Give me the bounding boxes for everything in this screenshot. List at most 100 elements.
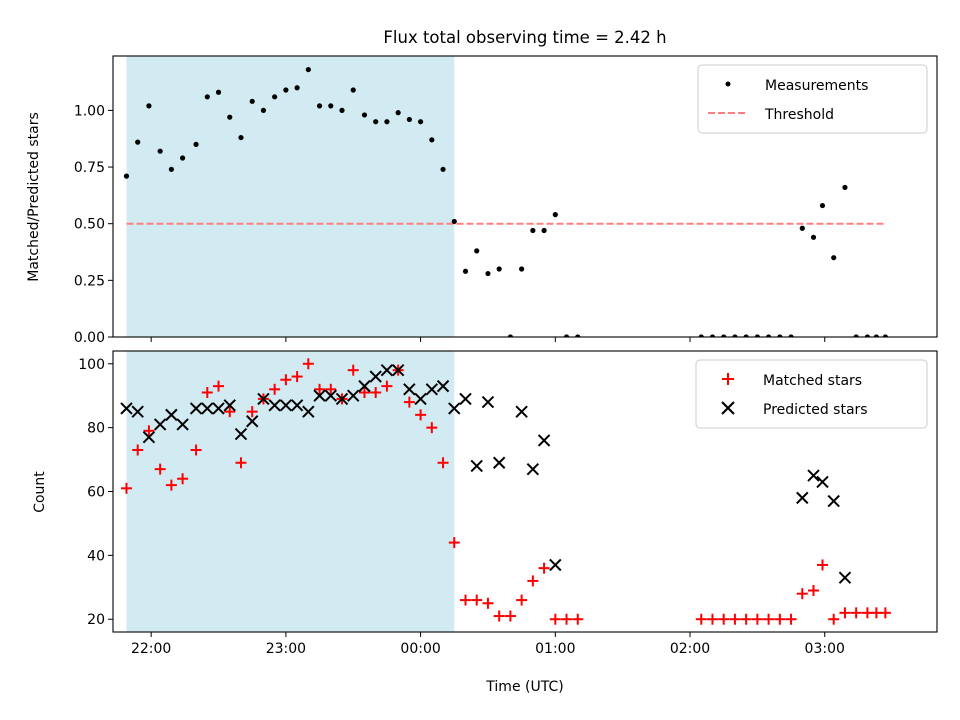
data-point: [313, 389, 326, 402]
data-point: [507, 334, 514, 337]
x-tick-label: 22:00: [131, 641, 171, 657]
x-tick-label: 23:00: [266, 641, 306, 657]
data-point: [415, 409, 427, 421]
data-point: [245, 415, 259, 428]
data-point: [146, 103, 152, 109]
data-point: [808, 584, 820, 596]
data-point: [721, 334, 727, 337]
y-tick-label: 40: [87, 548, 105, 564]
data-point: [448, 537, 460, 549]
y-tick-label: 60: [87, 485, 105, 501]
data-point: [695, 613, 707, 625]
data-point: [120, 482, 132, 494]
data-point: [819, 202, 826, 209]
data-point: [123, 173, 130, 179]
data-point: [223, 399, 236, 412]
legend-predicted-marker: [721, 401, 735, 415]
top-legend: Measurements Threshold: [697, 64, 928, 134]
data-point: [302, 358, 314, 370]
data-point: [176, 418, 189, 431]
legend-threshold-label: Threshold: [764, 107, 834, 123]
data-point: [471, 594, 483, 606]
legend-matched-marker: [722, 373, 734, 385]
panel-1-data: [120, 351, 891, 632]
data-point: [314, 383, 326, 395]
top-y-axis-label: Matched/Predicted stars: [26, 112, 42, 282]
data-point: [709, 334, 716, 337]
data-point: [816, 475, 829, 489]
data-point: [842, 184, 848, 191]
data-point: [740, 613, 752, 625]
y-tick-label: 20: [87, 612, 105, 628]
y-tick-label: 1.00: [74, 103, 105, 119]
data-point: [882, 334, 888, 337]
data-point: [373, 119, 379, 125]
data-point: [165, 408, 178, 422]
data-point: [460, 594, 472, 606]
data-point: [485, 270, 491, 277]
data-point: [246, 406, 258, 418]
observing-window-shade: [126, 351, 455, 632]
data-point: [180, 155, 186, 161]
data-point: [538, 562, 550, 574]
data-point: [774, 613, 786, 625]
x-tick-label: 03:00: [805, 641, 845, 657]
data-point: [831, 255, 837, 261]
data-point: [796, 588, 808, 600]
data-point: [482, 597, 494, 609]
data-point: [729, 613, 741, 625]
data-point: [193, 141, 199, 147]
data-point: [260, 107, 267, 113]
data-point: [516, 594, 528, 606]
data-point: [563, 334, 570, 337]
y-tick-label: 0.50: [74, 217, 105, 233]
data-point: [381, 380, 393, 392]
data-point: [395, 110, 401, 116]
data-point: [347, 364, 359, 376]
y-tick-label: 0.25: [74, 273, 105, 289]
data-point: [839, 607, 851, 619]
x-tick-label: 01:00: [535, 641, 575, 657]
data-point: [143, 425, 155, 437]
data-point: [358, 387, 370, 399]
data-point: [358, 379, 371, 393]
data-point: [190, 444, 202, 456]
data-point: [272, 94, 278, 100]
series-predicted-stars: [120, 363, 852, 584]
data-point: [305, 66, 311, 73]
data-point: [369, 370, 382, 383]
series-matched-stars: [120, 358, 891, 625]
data-point: [238, 134, 244, 141]
data-point: [120, 402, 133, 415]
data-point: [429, 137, 435, 143]
bottom-plot-area: 20 40 60 80 100 22:00 23:00 00:00 01:00 02:00 03:0…: [78, 350, 938, 657]
y-tick-label: 0.75: [74, 160, 105, 176]
data-point: [575, 334, 581, 337]
data-point: [414, 392, 427, 406]
data-point: [201, 387, 213, 399]
data-point: [132, 444, 144, 456]
data-point: [698, 334, 704, 337]
data-point: [788, 334, 794, 337]
data-point: [827, 494, 840, 508]
data-point: [283, 87, 289, 93]
data-point: [496, 266, 502, 272]
data-point: [279, 399, 293, 412]
data-point: [751, 613, 763, 625]
bottom-y-axis-label: Count: [32, 471, 48, 513]
data-point: [339, 107, 345, 113]
data-point: [157, 148, 163, 154]
top-legend-frame: [697, 64, 928, 134]
data-point: [448, 402, 461, 415]
data-point: [257, 392, 270, 406]
data-point: [474, 248, 480, 254]
data-point: [732, 334, 738, 337]
bottom-legend: Matched stars Predicted stars: [695, 359, 928, 429]
data-point: [537, 434, 551, 447]
data-point: [142, 431, 156, 444]
data-point: [189, 402, 203, 415]
bottom-panel: 20 40 60 80 100 22:00 23:00 00:00 01:00 02:00 03:0…: [32, 350, 938, 695]
data-point: [131, 405, 144, 418]
legend-measurements-label: Measurements: [765, 78, 868, 94]
